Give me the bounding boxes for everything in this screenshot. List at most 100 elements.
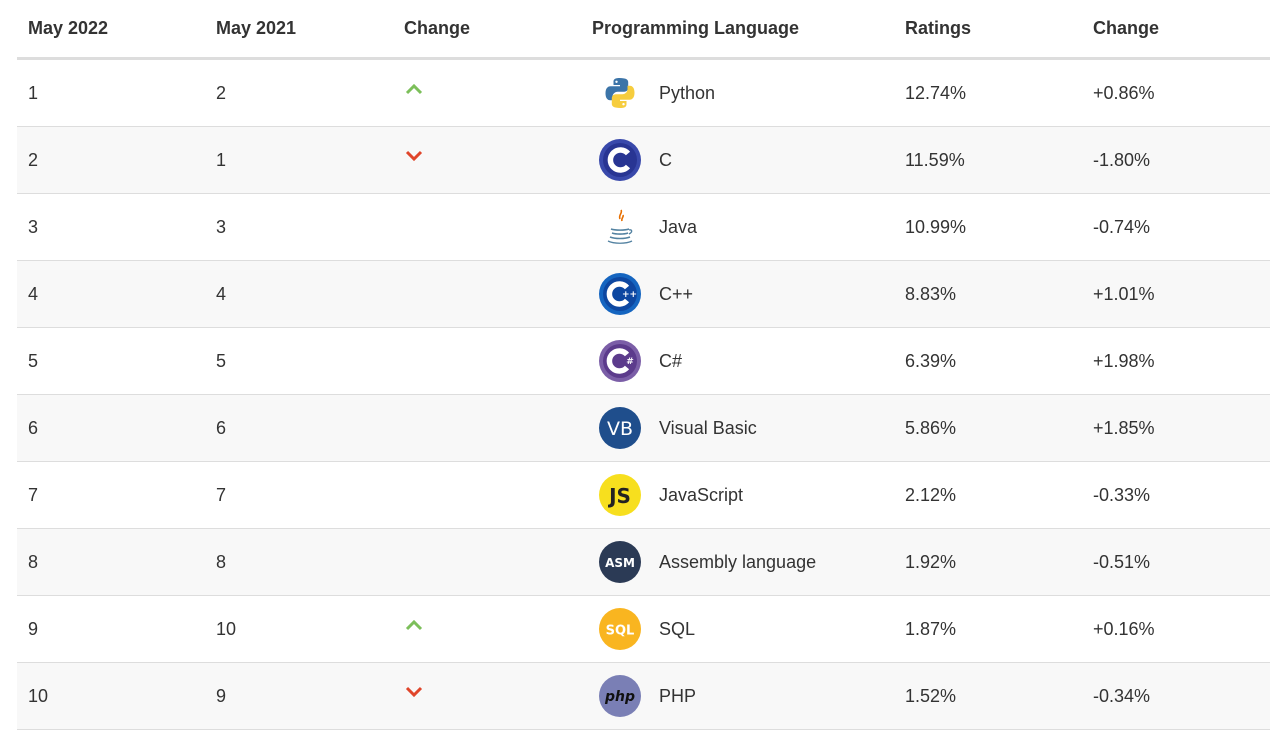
- table-body: 1 2 Python 12.74% +0.86% 2 1 C 11.59% -1.80% 3 3 Jav…: [17, 60, 1270, 730]
- rank-current: 4: [28, 283, 39, 304]
- language-logo-cell: php: [581, 663, 659, 729]
- rating-change: -0.74%: [1093, 216, 1151, 237]
- rank-previous: 9: [216, 685, 227, 706]
- svg-text:php: php: [604, 689, 635, 705]
- table-row: 4 4 ++ C++ 8.83% +1.01%: [17, 261, 1270, 328]
- rank-change: [393, 596, 581, 662]
- rank-current: 1: [28, 82, 39, 103]
- rank-change: [393, 127, 581, 193]
- trend-up-icon: [405, 83, 423, 95]
- rank-change: [393, 60, 581, 126]
- language-name[interactable]: Assembly language: [659, 551, 817, 572]
- language-logo-cell: VB: [581, 395, 659, 461]
- rating-value: 1.87%: [905, 618, 957, 639]
- rank-change: [393, 663, 581, 729]
- rating-change: +0.86%: [1093, 82, 1155, 103]
- rank-current: 3: [28, 216, 39, 237]
- language-ranking-table: May 2022 May 2021 Change Programming Lan…: [17, 0, 1270, 730]
- table-row: 1 2 Python 12.74% +0.86%: [17, 60, 1270, 127]
- rating-value: 12.74%: [905, 82, 967, 103]
- trend-down-icon: [405, 686, 423, 698]
- rating-change: -0.51%: [1093, 551, 1151, 572]
- rating-change: -0.34%: [1093, 685, 1151, 706]
- language-name[interactable]: Visual Basic: [659, 417, 757, 438]
- table-row: 6 6 VB Visual Basic 5.86% +1.85%: [17, 395, 1270, 462]
- sql-logo-icon: SQL: [598, 607, 642, 651]
- rank-previous: 3: [216, 216, 227, 237]
- rank-current: 9: [28, 618, 39, 639]
- rating-value: 2.12%: [905, 484, 957, 505]
- table-row: 5 5 # C# 6.39% +1.98%: [17, 328, 1270, 395]
- trend-up-icon: [405, 619, 423, 631]
- table-row: 10 9 php PHP 1.52% -0.34%: [17, 663, 1270, 730]
- rank-previous: 1: [216, 149, 227, 170]
- svg-text:JS: JS: [607, 484, 631, 508]
- rating-value: 11.59%: [905, 149, 965, 170]
- rating-value: 6.39%: [905, 350, 957, 371]
- rating-value: 1.52%: [905, 685, 957, 706]
- table-row: 7 7 JS JavaScript 2.12% -0.33%: [17, 462, 1270, 529]
- trend-down-icon: [405, 150, 423, 162]
- rating-change: +1.85%: [1093, 417, 1155, 438]
- rating-change: -1.80%: [1093, 149, 1151, 170]
- assembly-logo-icon: ASM: [598, 540, 642, 584]
- language-name[interactable]: C#: [659, 350, 683, 371]
- rank-current: 7: [28, 484, 39, 505]
- rating-value: 10.99%: [905, 216, 967, 237]
- header-ratings-change[interactable]: Change: [1093, 18, 1160, 38]
- table-row: 2 1 C 11.59% -1.80%: [17, 127, 1270, 194]
- rank-previous: 7: [216, 484, 227, 505]
- rank-change: [393, 529, 581, 595]
- php-logo-icon: php: [598, 674, 642, 718]
- rank-change: [393, 395, 581, 461]
- rating-change: +0.16%: [1093, 618, 1155, 639]
- table-row: 9 10 SQL SQL 1.87% +0.16%: [17, 596, 1270, 663]
- table-row: 3 3 Java 10.99% -0.74%: [17, 194, 1270, 261]
- rating-value: 5.86%: [905, 417, 957, 438]
- language-name[interactable]: C++: [659, 283, 694, 304]
- rank-previous: 4: [216, 283, 227, 304]
- language-logo-cell: ASM: [581, 529, 659, 595]
- svg-text:VB: VB: [607, 418, 633, 440]
- c-logo-icon: [598, 138, 642, 182]
- language-name[interactable]: C: [659, 149, 672, 170]
- rank-previous: 10: [216, 618, 237, 639]
- rank-current: 5: [28, 350, 39, 371]
- rating-change: -0.33%: [1093, 484, 1151, 505]
- table-row: 8 8 ASM Assembly language 1.92% -0.51%: [17, 529, 1270, 596]
- language-name[interactable]: Python: [659, 82, 716, 103]
- rating-value: 1.92%: [905, 551, 957, 572]
- csharp-logo-icon: #: [598, 339, 642, 383]
- svg-text:++: ++: [622, 290, 637, 300]
- language-logo-cell: ++: [581, 261, 659, 327]
- language-name[interactable]: SQL: [659, 618, 696, 639]
- header-may-2021[interactable]: May 2021: [216, 18, 297, 38]
- rank-current: 10: [28, 685, 49, 706]
- language-logo-cell: #: [581, 328, 659, 394]
- visual-basic-logo-icon: VB: [598, 406, 642, 450]
- rank-change: [393, 328, 581, 394]
- language-name[interactable]: JavaScript: [659, 484, 744, 505]
- language-logo-cell: JS: [581, 462, 659, 528]
- header-programming-language[interactable]: Programming Language: [592, 18, 800, 38]
- language-name[interactable]: Java: [659, 216, 698, 237]
- svg-text:SQL: SQL: [606, 624, 635, 639]
- rank-current: 8: [28, 551, 39, 572]
- header-ratings[interactable]: Ratings: [905, 18, 972, 38]
- rank-change: [393, 194, 581, 260]
- rating-value: 8.83%: [905, 283, 957, 304]
- rating-change: +1.01%: [1093, 283, 1155, 304]
- javascript-logo-icon: JS: [598, 473, 642, 517]
- language-logo-cell: SQL: [581, 596, 659, 662]
- header-change[interactable]: Change: [404, 18, 471, 38]
- table-header: May 2022 May 2021 Change Programming Lan…: [17, 0, 1270, 60]
- header-may-2022[interactable]: May 2022: [28, 18, 109, 38]
- svg-text:#: #: [626, 357, 634, 367]
- java-logo-icon: [598, 205, 642, 249]
- language-logo-cell: [581, 60, 659, 126]
- language-logo-cell: [581, 194, 659, 260]
- rank-current: 2: [28, 149, 39, 170]
- language-name[interactable]: PHP: [659, 685, 697, 706]
- language-logo-cell: [581, 127, 659, 193]
- rank-previous: 8: [216, 551, 227, 572]
